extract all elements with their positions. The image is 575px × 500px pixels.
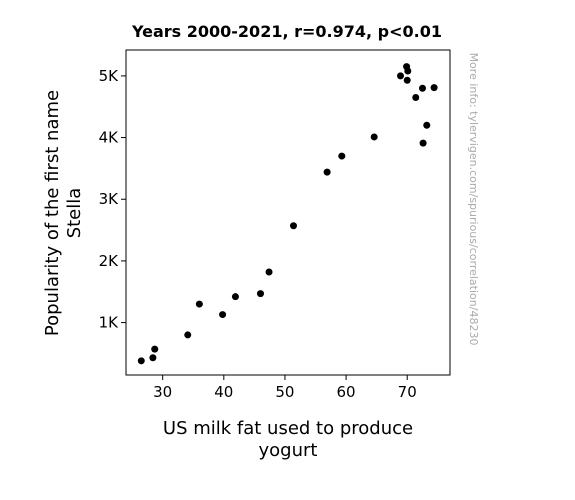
data-point-19	[419, 139, 427, 147]
data-point-10	[323, 168, 331, 176]
y-tick-label-1: 2K	[99, 252, 120, 270]
data-point-12	[370, 133, 378, 141]
y-axis-ticks: 1K 2K 3K 4K 5K	[99, 67, 126, 332]
y-tick-label-2: 3K	[99, 190, 120, 208]
data-point-11	[338, 152, 346, 160]
data-point-6	[231, 293, 239, 301]
chart-title: Years 2000-2021, r=0.974, p<0.01	[131, 22, 442, 41]
data-point-17	[412, 93, 420, 101]
data-point-2	[151, 345, 159, 353]
x-axis-ticks: 30 40 50 60 70	[153, 375, 417, 401]
x-tick-label-1: 40	[214, 383, 233, 401]
data-point-5	[219, 311, 227, 319]
data-point-21	[430, 84, 438, 92]
data-point-4	[195, 300, 203, 308]
data-point-18	[418, 84, 426, 92]
x-tick-label-2: 50	[275, 383, 294, 401]
data-point-20	[423, 121, 431, 129]
plot-marks	[137, 63, 438, 365]
data-point-9	[290, 222, 298, 230]
data-point-3	[184, 331, 192, 339]
y-axis-label-line-2: Stella	[64, 188, 85, 239]
data-point-8	[265, 268, 273, 276]
data-point-15	[404, 67, 412, 75]
data-point-13	[396, 72, 404, 80]
data-point-7	[256, 290, 264, 298]
data-point-1	[149, 354, 157, 362]
plot-frame	[125, 49, 451, 376]
y-axis-label-line-1: Popularity of the first name	[42, 90, 63, 336]
x-tick-label-4: 70	[398, 383, 417, 401]
y-tick-label-3: 4K	[99, 129, 120, 147]
y-tick-label-0: 1K	[99, 314, 120, 332]
data-point-16	[403, 76, 411, 84]
x-axis-label-line-1: US milk fat used to produce	[163, 418, 413, 439]
x-axis-label-line-2: yogurt	[259, 440, 318, 461]
x-tick-label-0: 30	[153, 383, 172, 401]
x-tick-label-3: 60	[337, 383, 356, 401]
y-tick-label-4: 5K	[99, 67, 120, 85]
source-note: More info: tylervigen.com/spurious/corre…	[467, 53, 480, 346]
data-point-0	[137, 357, 145, 365]
